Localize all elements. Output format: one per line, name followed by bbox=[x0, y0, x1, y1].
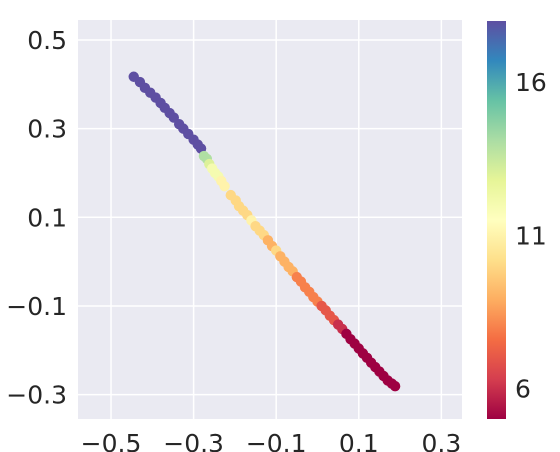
colorbar-tick-label: 16 bbox=[515, 68, 547, 97]
colorbar-ticks: 16 11 6 bbox=[515, 68, 547, 403]
data-point bbox=[219, 181, 230, 192]
colorbar-tick-label: 6 bbox=[515, 374, 531, 403]
y-tick-label: 0.1 bbox=[27, 203, 67, 232]
y-tick-label: −0.1 bbox=[6, 292, 67, 321]
x-tick-label: 0.3 bbox=[421, 429, 461, 452]
y-tick-label: −0.3 bbox=[6, 381, 67, 410]
data-point bbox=[389, 380, 401, 392]
grid-lines bbox=[78, 20, 462, 419]
tick-labels: −0.5 −0.3 −0.1 0.1 0.3 0.5 0.3 0.1 −0.1 −0.3 bbox=[6, 26, 461, 452]
x-tick-label: −0.5 bbox=[81, 429, 142, 452]
colorbar-tick-label: 11 bbox=[515, 221, 547, 250]
y-tick-label: 0.5 bbox=[27, 26, 67, 55]
data-points bbox=[128, 71, 401, 392]
x-tick-label: 0.1 bbox=[339, 429, 379, 452]
y-tick-label: 0.3 bbox=[27, 115, 67, 144]
x-tick-label: −0.1 bbox=[246, 429, 307, 452]
x-tick-label: −0.3 bbox=[163, 429, 224, 452]
colorbar bbox=[487, 21, 506, 419]
